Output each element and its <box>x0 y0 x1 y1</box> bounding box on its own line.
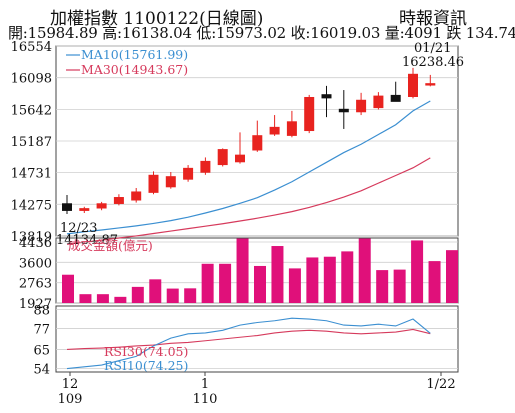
rsi-tick-label: 65 <box>33 343 50 358</box>
volume-bar <box>446 250 458 303</box>
candle-body-up <box>148 174 159 193</box>
volume-bar <box>62 274 74 303</box>
price-tick-label: 16098 <box>11 72 52 87</box>
candle-body-up <box>113 197 124 204</box>
x-tick-sublabel: 109 <box>58 392 83 407</box>
volume-tick-label: 2763 <box>19 277 52 292</box>
volume-bar <box>201 263 214 303</box>
legend-ma30-label: MA30(14943.67) <box>81 62 188 77</box>
low-annotation-value: 14134.87 <box>56 233 118 248</box>
candle-body-up <box>373 95 384 109</box>
candle-body-up <box>183 167 194 180</box>
rsi-tick-label: 88 <box>33 303 50 318</box>
volume-bar <box>79 294 92 303</box>
candle-body-up <box>286 121 297 136</box>
volume-bar <box>393 269 406 303</box>
candle-body-up <box>269 126 280 135</box>
volume-bar <box>184 288 197 303</box>
candle-body-down <box>321 94 332 99</box>
ma-line-ma30 <box>66 157 431 245</box>
candle-body-down <box>390 94 401 102</box>
volume-bar <box>428 261 441 303</box>
price-tick-label: 14731 <box>11 167 52 182</box>
candle-body-up <box>96 203 107 209</box>
chart-title: 加權指數 1100122(日線圖) <box>50 9 264 29</box>
low-annotation-date: 12/23 <box>60 221 97 236</box>
price-tick-label: 15642 <box>11 103 52 118</box>
volume-tick-label: 4436 <box>19 236 52 251</box>
candle-body-up <box>252 135 263 151</box>
legend-rsi10-label: RSI10(74.25) <box>104 358 188 373</box>
price-stats: 開:15984.89 高:16138.04 低:15973.02 收:16019… <box>8 24 515 42</box>
chart-source: 時報資訊 <box>399 9 467 29</box>
volume-bar <box>96 294 109 303</box>
candle-body-up <box>131 191 142 201</box>
x-tick-sublabel: 110 <box>193 392 218 407</box>
rsi-panel-frame <box>55 305 459 373</box>
volume-bar <box>306 257 319 303</box>
x-tick-label: 1 <box>201 377 209 392</box>
price-tick-label: 15187 <box>11 135 52 150</box>
volume-bar <box>166 288 179 303</box>
volume-bar <box>131 286 144 303</box>
high-annotation-value: 16238.46 <box>402 55 464 70</box>
rsi30-line <box>66 328 431 350</box>
volume-bar <box>411 240 424 303</box>
price-tick-label: 16554 <box>11 40 52 55</box>
volume-bar <box>149 279 162 303</box>
candle-body-up <box>235 154 245 163</box>
volume-bar <box>236 238 249 303</box>
candle-body-down <box>338 108 349 113</box>
volume-bar <box>114 296 127 303</box>
candle-body-up <box>356 99 367 113</box>
volume-tick-label: 1927 <box>19 297 52 312</box>
volume-bar <box>254 265 266 303</box>
candle-body-up <box>304 96 315 132</box>
volume-axis-label: 成交金額(億元) <box>68 238 153 253</box>
candle-body-up <box>200 160 211 173</box>
x-tick-label: 12 <box>62 377 79 392</box>
rsi-tick-label: 77 <box>33 323 50 338</box>
volume-bar <box>376 270 389 303</box>
high-annotation-date: 01/21 <box>414 41 451 56</box>
price-tick-label: 13819 <box>11 230 52 245</box>
candle-body-up <box>425 83 436 86</box>
rsi10-line <box>66 317 431 370</box>
volume-bar <box>358 238 371 303</box>
volume-bar <box>323 256 336 303</box>
legend-ma10-label: MA10(15761.99) <box>81 47 188 62</box>
ma-line-ma10 <box>66 100 431 235</box>
candle-body-up <box>165 176 176 188</box>
price-tick-label: 14275 <box>11 198 52 213</box>
volume-bar <box>271 246 284 303</box>
volume-tick-label: 3600 <box>19 256 52 271</box>
candle-body-up <box>408 73 418 97</box>
legend-rsi30-label: RSI30(74.05) <box>104 344 188 359</box>
candle-body-down <box>62 203 72 211</box>
volume-bar <box>288 268 301 303</box>
rsi-tick-label: 54 <box>33 363 50 378</box>
candle-body-up <box>217 149 228 166</box>
candle-body-up <box>79 208 90 211</box>
volume-bar <box>341 251 354 303</box>
x-tick-label: 1/22 <box>426 377 455 392</box>
volume-bar <box>219 263 232 303</box>
